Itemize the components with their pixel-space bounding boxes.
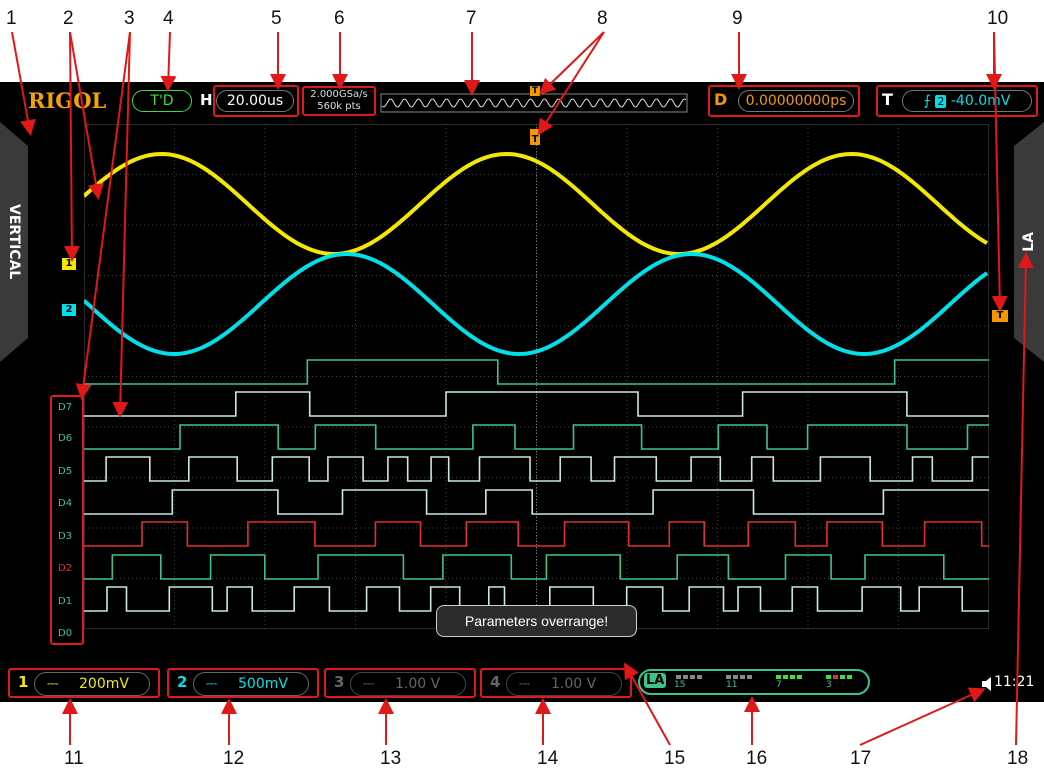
horizontal-label: H <box>200 91 213 109</box>
timebase-value[interactable]: 20.00us <box>216 90 294 112</box>
ch3-scale: 1.00 V <box>395 676 441 692</box>
trigger-level: -40.0mV <box>950 93 1011 109</box>
la-group-3: 3 <box>826 680 832 690</box>
callout-2: 2 <box>63 8 74 29</box>
callout-14: 14 <box>537 748 559 769</box>
ch1-status[interactable]: 1 ⎓ 200mV <box>14 672 156 696</box>
callout-4: 4 <box>163 8 174 29</box>
callout-11: 11 <box>64 748 84 769</box>
ch2-status[interactable]: 2 ⎓ 500mV <box>173 672 315 696</box>
callout-5: 5 <box>271 8 282 29</box>
ch3-status[interactable]: 3 ⎓ 1.00 V <box>330 672 472 696</box>
trigger-position-marker: T <box>530 86 540 96</box>
la-tab[interactable]: LA <box>1014 122 1044 362</box>
label-d7: D7 <box>58 402 73 413</box>
ch4-status[interactable]: 4 ⎓ 1.00 V <box>486 672 628 696</box>
delay-value[interactable]: 0.00000000ps <box>738 90 854 112</box>
label-d0: D0 <box>58 628 73 639</box>
label-d4: D4 <box>58 498 73 509</box>
callout-8: 8 <box>597 8 608 29</box>
vertical-tab[interactable]: VERTICAL <box>0 122 28 362</box>
ch1-marker[interactable]: 1 <box>62 258 76 270</box>
rising-edge-icon: ⨍ <box>923 93 931 109</box>
waveform-grid <box>84 124 989 629</box>
dc-coupling-icon: ⎓ <box>363 676 375 692</box>
callout-9: 9 <box>732 8 743 29</box>
la-status[interactable]: LA 15 11 7 3 <box>638 669 870 695</box>
delay-label: D <box>714 90 728 109</box>
run-status[interactable]: T'D <box>132 90 192 112</box>
la-group-7: 7 <box>776 680 782 690</box>
digital-waveform <box>84 359 989 385</box>
label-d3: D3 <box>58 531 73 542</box>
label-d2: D2 <box>58 563 73 574</box>
la-group-11: 11 <box>726 680 738 690</box>
trigger-settings[interactable]: ⨍ 2 -40.0mV <box>902 90 1032 112</box>
label-d1: D1 <box>58 596 73 607</box>
callout-18: 18 <box>1007 748 1029 769</box>
ch1-waveform <box>84 151 989 256</box>
callout-7: 7 <box>466 8 477 29</box>
ch2-scale: 500mV <box>238 676 288 692</box>
digital-waveform <box>84 391 989 417</box>
ch2-marker[interactable]: 2 <box>62 304 76 316</box>
system-clock: 11:21 <box>994 674 1035 690</box>
rigol-logo: RIGOL <box>28 88 107 113</box>
memory-depth: 560k pts <box>317 101 361 112</box>
overrange-message: Parameters overrange! <box>436 605 637 637</box>
trigger-delay-marker: T <box>530 129 540 145</box>
callout-17: 17 <box>850 748 872 769</box>
digital-waveform <box>84 521 989 547</box>
la-group-15: 15 <box>674 680 686 690</box>
ch4-scale: 1.00 V <box>551 676 597 692</box>
ch1-scale: 200mV <box>79 676 129 692</box>
callout-10: 10 <box>987 8 1009 29</box>
oscilloscope-screen: RIGOL T'D H 20.00us 2.000GSa/s 560k pts … <box>0 82 1044 702</box>
speaker-icon[interactable] <box>982 676 992 691</box>
callout-3: 3 <box>124 8 135 29</box>
digital-waveform <box>84 424 989 450</box>
ch2-waveform <box>84 252 989 357</box>
trigger-source-badge: 2 <box>935 95 947 108</box>
callout-15: 15 <box>664 748 686 769</box>
dc-coupling-icon: ⎓ <box>47 676 59 692</box>
digital-waveform <box>84 554 989 580</box>
digital-waveform <box>84 489 989 515</box>
dc-coupling-icon: ⎓ <box>206 676 218 692</box>
callout-12: 12 <box>223 748 245 769</box>
label-d6: D6 <box>58 433 73 444</box>
callout-6: 6 <box>334 8 345 29</box>
trigger-label: T <box>882 90 893 109</box>
sample-rate: 2.000GSa/s <box>310 89 368 100</box>
trigger-level-marker[interactable]: T <box>992 310 1008 322</box>
label-d5: D5 <box>58 466 73 477</box>
dc-coupling-icon: ⎓ <box>519 676 531 692</box>
sample-rate-box: 2.000GSa/s 560k pts <box>302 86 376 116</box>
callout-13: 13 <box>380 748 402 769</box>
la-status-label: LA <box>644 673 667 688</box>
callout-1: 1 <box>6 8 17 29</box>
digital-waveform <box>84 456 989 482</box>
callout-16: 16 <box>746 748 768 769</box>
